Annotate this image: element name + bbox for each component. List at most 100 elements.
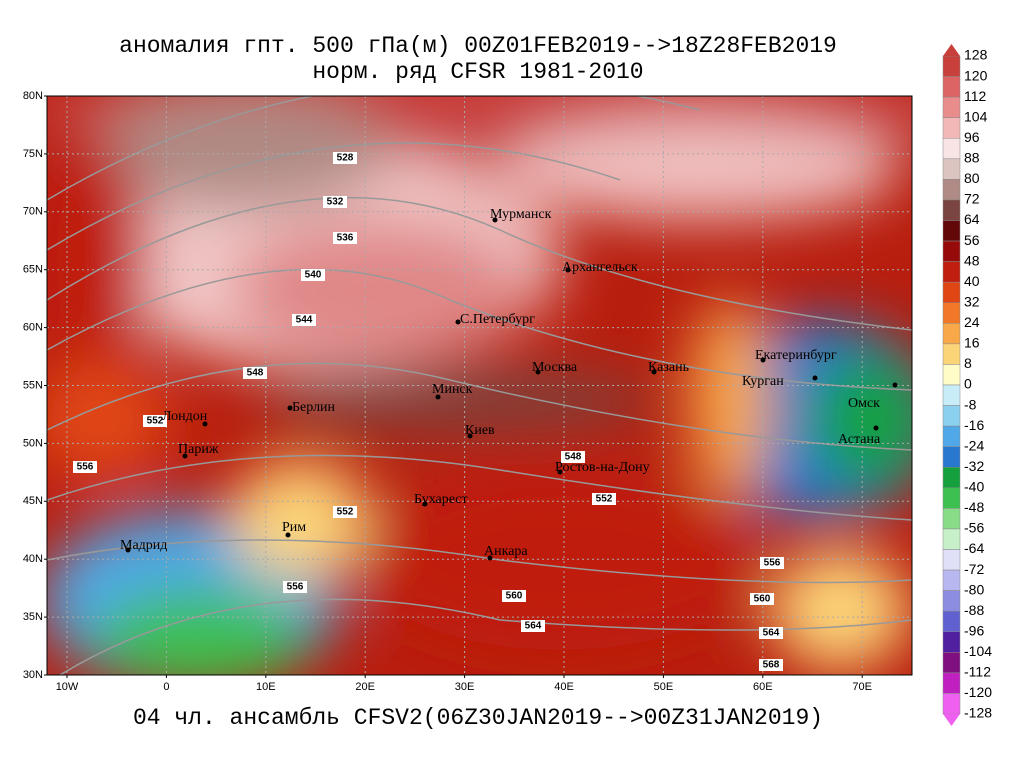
colorbar-label: -8 [964,396,977,412]
colorbar-label: 24 [964,314,980,330]
contour-label-bg [750,593,774,605]
colorbar-box [942,96,961,118]
contour-label: 548 [247,368,264,379]
contour-label: 564 [763,628,780,639]
contour-label: 552 [596,494,613,505]
city-name: Мурманск [490,207,552,222]
contour-label: 556 [77,462,94,473]
contour-label-bg [73,461,97,473]
lat-label: 60N [23,322,43,334]
contour-label-bg [333,506,357,518]
contour-label-bg [521,620,545,632]
contour-label: 564 [525,621,542,632]
colorbar-box [942,220,961,242]
colorbar-box [942,179,961,201]
colorbar-label: -120 [964,684,992,700]
colorbar-box [942,302,961,324]
colorbar-box [942,364,961,386]
colorbar-label: 96 [964,129,980,145]
contour-label: 532 [327,197,344,208]
city-name: Казань [648,360,689,375]
lon-label: 20E [355,681,375,693]
colorbar-label: -32 [964,458,984,474]
city-name: С.Петербург [460,312,535,327]
contour-label: 544 [296,315,313,326]
colorbar-label: -40 [964,479,984,495]
colorbar-top [943,44,960,56]
colorbar-label: -104 [964,643,992,659]
colorbar-box [942,425,961,447]
colorbar-label: 88 [964,150,980,166]
colorbar-label: -72 [964,561,984,577]
colorbar-box [942,343,961,365]
lat-label: 45N [23,495,43,507]
colorbar-box [942,652,961,674]
lat-label: 35N [23,611,43,623]
city-dot [422,501,428,507]
footer: 04 чл. ансамбль CFSV2(06Z30JAN2019-->00Z… [133,705,823,731]
colorbar-label: -48 [964,499,984,515]
city-name: Омск [848,396,880,411]
lon-label: 30E [455,681,475,693]
colorbar-label: -16 [964,417,984,433]
city-dot [892,382,898,388]
colorbar-box [942,138,961,160]
colorbar-bottom [943,714,960,726]
lat-label: 65N [23,264,43,276]
colorbar-box [942,549,961,571]
contour-label: 540 [305,270,322,281]
contour-label-bg [592,493,616,505]
city-name: Москва [532,360,578,375]
lat-label: 55N [23,379,43,391]
city-dot [535,369,541,375]
city-dot [202,421,208,427]
lon-label: 10E [256,681,276,693]
colorbar-box [942,610,961,632]
colorbar-label: -112 [964,664,991,680]
colorbar-box [942,569,961,591]
colorbar-label: -128 [964,705,992,721]
city-dot [125,547,131,553]
contour-label-bg [760,557,784,569]
lat-label: 75N [23,148,43,160]
city-name: Мадрид [120,538,167,553]
colorbar-box [942,528,961,550]
city-dot [651,369,657,375]
lat-label: 80N [23,90,43,102]
city-name: Екатеринбург [755,348,837,363]
city-dot [873,425,879,431]
colorbar-label: 16 [964,335,980,351]
city-dot [565,267,571,273]
contour-label-bg [333,152,357,164]
city-name: Бухарест [414,492,468,507]
city-dot [467,433,473,439]
city-name: Анкара [484,544,528,559]
city-name: Астана [838,432,881,447]
contour-label-bg [759,659,783,671]
colorbar-label: 40 [964,273,980,289]
city-name: Берлин [292,400,336,415]
city-dot [760,357,766,363]
colorbar-label: 104 [964,108,988,124]
colorbar-box [942,405,961,427]
colorbar-label: 48 [964,252,980,268]
colorbar-label: -80 [964,581,984,597]
colorbar-box [942,467,961,489]
contour-label: 560 [506,591,523,602]
colorbar-box [942,240,961,262]
lat-label: 40N [23,553,43,565]
contour-label: 528 [337,153,354,164]
contour-label-bg [333,232,357,244]
city-dot [285,532,291,538]
city-name: Киев [465,423,495,438]
city-dot [812,375,818,381]
city-dot [557,469,563,475]
contour-label: 560 [754,594,771,605]
colorbar-label: 56 [964,232,980,248]
colorbar-box [942,117,961,139]
city-dot [287,405,293,411]
title: аномалия гпт. 500 гПа(м) 00Z01FEB2019-->… [119,33,837,59]
colorbar-label: 32 [964,293,980,309]
contour-label: 552 [337,507,354,518]
colorbar-label: 64 [964,211,980,227]
